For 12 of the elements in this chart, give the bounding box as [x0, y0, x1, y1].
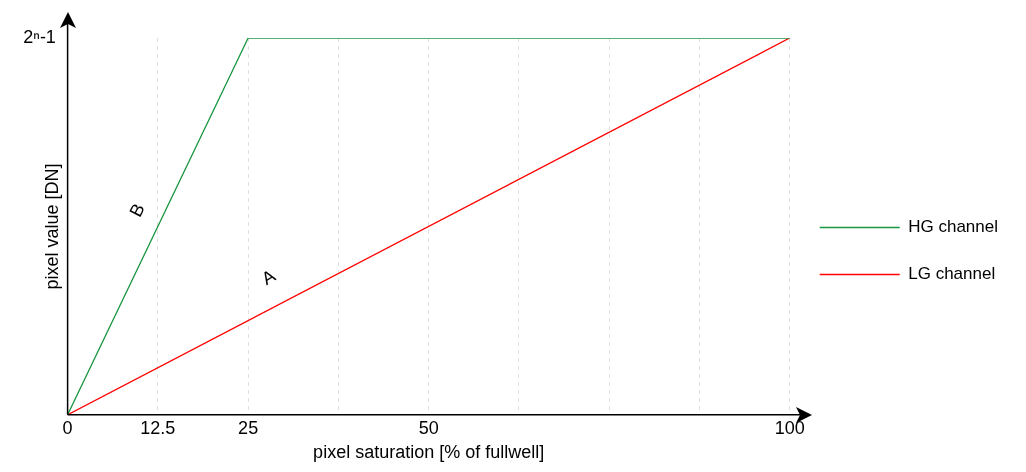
x-tick-label: 100: [774, 417, 805, 438]
y-axis-title: pixel value [DN]: [41, 163, 62, 290]
annotation: B: [125, 200, 149, 220]
x-tick-label: 12.5: [140, 417, 176, 438]
x-tick-label: 0: [62, 417, 73, 438]
x-tick-label: 25: [238, 417, 259, 438]
x-axis-title: pixel saturation [% of fullwell]: [313, 442, 545, 463]
annotation: A: [258, 265, 279, 289]
legend-label: LG channel: [908, 264, 996, 284]
text: 2ⁿ-1: [23, 26, 56, 47]
x-tick-label: 50: [418, 417, 439, 438]
legend-label: HG channel: [908, 217, 999, 237]
